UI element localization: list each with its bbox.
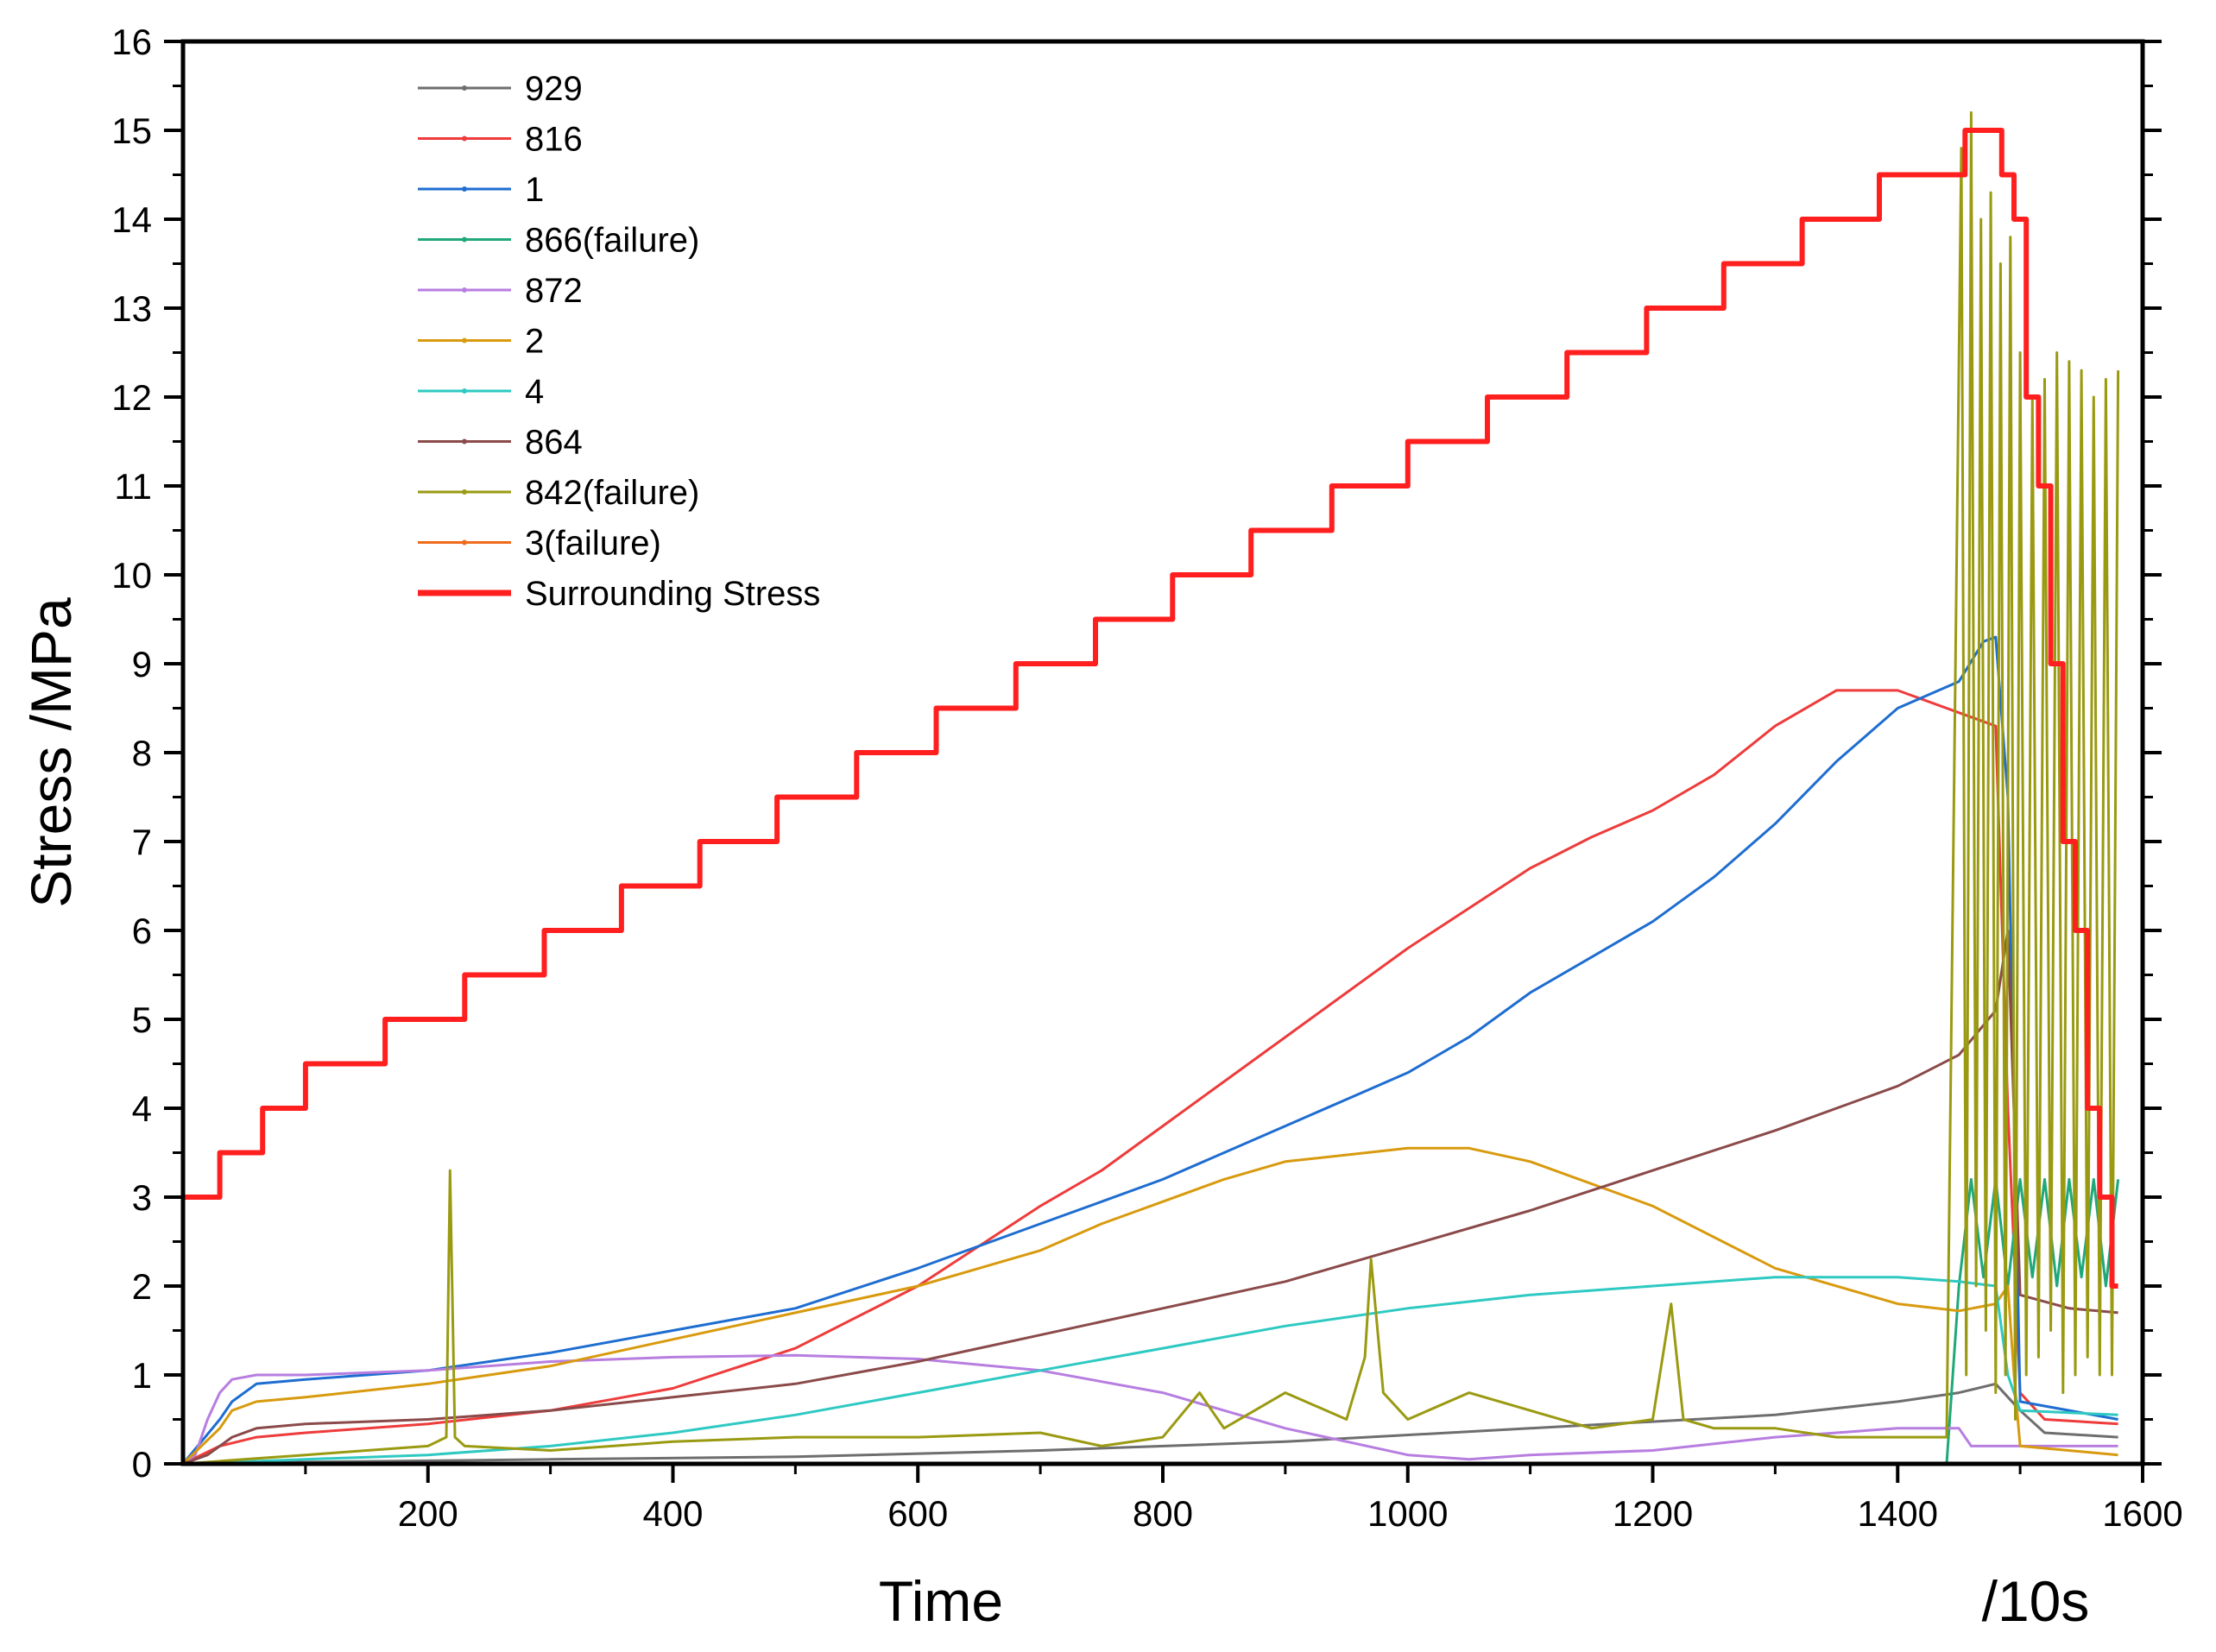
x-axis-unit: /10s — [1982, 1569, 2090, 1633]
legend-label: 4 — [525, 373, 544, 411]
legend-label: 864 — [525, 424, 583, 462]
x-axis-title: Time — [879, 1569, 1003, 1633]
legend-marker — [462, 539, 467, 545]
series-line-842-failure- — [182, 110, 2120, 1466]
y-tick-label: 8 — [132, 733, 152, 773]
y-tick-label: 5 — [132, 999, 152, 1040]
x-tick-label: 1400 — [1858, 1493, 1938, 1534]
x-tick-label: 800 — [1133, 1493, 1193, 1534]
y-tick-label: 10 — [111, 555, 152, 596]
y-tick-label: 1 — [132, 1355, 152, 1396]
legend-label: 866(failure) — [525, 222, 699, 260]
legend-label: 1 — [525, 171, 544, 209]
y-tick-label: 0 — [132, 1444, 152, 1485]
legend-label: 816 — [525, 121, 583, 159]
y-tick-label: 13 — [111, 288, 152, 329]
legend-marker — [462, 438, 467, 445]
y-tick-label: 7 — [132, 822, 152, 862]
legend-label: 3(failure) — [525, 525, 661, 563]
x-tick-label: 1600 — [2102, 1493, 2182, 1534]
y-tick-label: 6 — [132, 911, 152, 951]
legend-marker — [462, 287, 467, 293]
y-tick-label: 3 — [132, 1177, 152, 1218]
series-line-4 — [182, 1276, 2118, 1466]
y-axis-title: Stress /MPa — [19, 597, 83, 908]
series-line-1 — [181, 635, 2118, 1465]
legend-marker — [462, 85, 467, 91]
y-tick-label: 2 — [132, 1266, 152, 1307]
legend-label: Surrounding Stress — [525, 575, 820, 613]
x-tick-label: 1200 — [1613, 1493, 1693, 1534]
legend-marker — [462, 337, 467, 344]
x-tick-label: 1000 — [1367, 1493, 1448, 1534]
legend-marker — [462, 236, 467, 243]
legend-marker — [462, 136, 467, 142]
legend-label: 842(failure) — [525, 474, 699, 512]
legend-marker — [462, 388, 467, 394]
legend-label: 872 — [525, 272, 583, 310]
legend-label: 929 — [525, 70, 583, 108]
y-tick-label: 15 — [111, 110, 152, 151]
legend-label: 2 — [525, 323, 544, 361]
x-tick-label: 200 — [398, 1493, 458, 1534]
x-tick-label: 600 — [887, 1493, 948, 1534]
y-tick-label: 4 — [132, 1088, 152, 1129]
y-tick-label: 16 — [111, 22, 152, 62]
x-tick-label: 400 — [642, 1493, 703, 1534]
y-tick-label: 9 — [132, 644, 152, 684]
series-line-2 — [181, 1146, 2118, 1466]
y-tick-label: 14 — [111, 199, 152, 240]
legend-marker — [462, 489, 467, 495]
legend: 929 816 1 866(failure) 872 2 4 864 842(failure) 3… — [418, 70, 820, 613]
series-line-surrounding-stress — [183, 128, 2118, 1289]
y-tick-label: 12 — [111, 377, 152, 418]
y-tick-label: 11 — [114, 466, 152, 507]
legend-marker — [462, 186, 467, 192]
